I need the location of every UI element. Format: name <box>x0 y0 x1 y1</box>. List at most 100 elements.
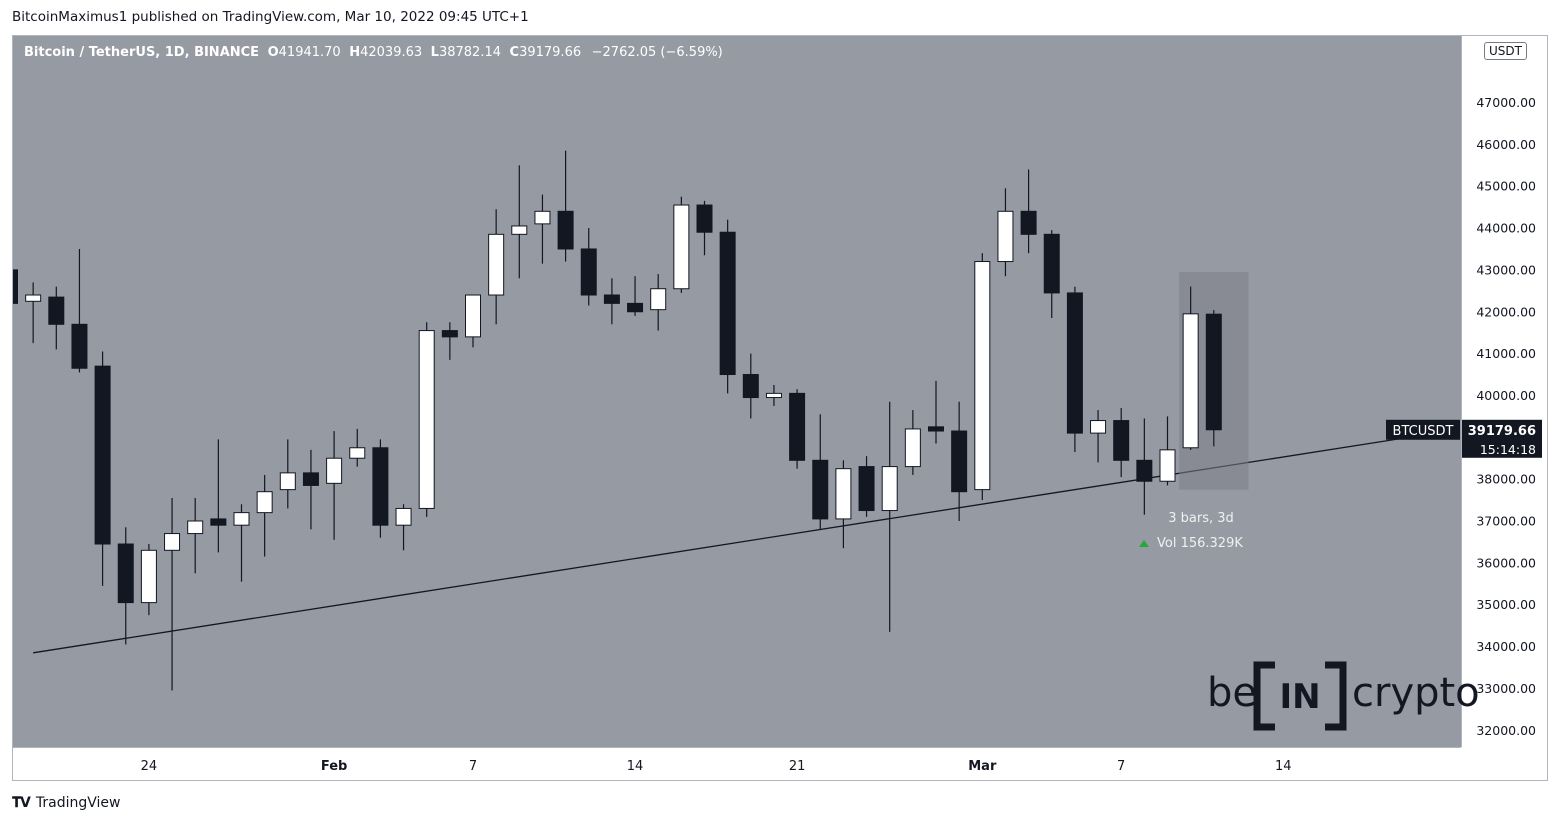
symbol-tag-label: BTCUSDT <box>1393 424 1454 439</box>
candle-body <box>279 472 296 491</box>
candle-body <box>1090 420 1107 434</box>
candle-body <box>13 269 18 304</box>
candle <box>349 428 366 467</box>
price-tick-label: 45000.00 <box>1476 179 1536 194</box>
candle <box>302 449 319 530</box>
candle-body <box>395 507 412 526</box>
symbol-legend[interactable]: Bitcoin / TetherUS, 1D, BINANCE O41941.7… <box>24 45 723 60</box>
candle <box>719 219 736 394</box>
candle-body <box>696 204 713 233</box>
candle <box>164 497 181 691</box>
currency-badge[interactable]: USDT <box>1484 42 1527 60</box>
candle-body <box>326 457 343 484</box>
candle-body <box>650 288 667 311</box>
time-axis[interactable] <box>13 747 1461 780</box>
footer-brand: TradingView <box>35 795 121 811</box>
candle-body <box>511 225 528 235</box>
candle-body <box>580 248 597 296</box>
price-axis[interactable] <box>1461 36 1547 747</box>
time-tick-label: 14 <box>627 759 644 774</box>
legend-close-label: C <box>509 45 520 60</box>
candle <box>1205 310 1222 447</box>
watermark-be: be <box>1207 670 1257 716</box>
candle-body <box>1205 313 1222 431</box>
legend-high-label: H <box>349 45 361 60</box>
countdown-label: 15:14:18 <box>1480 442 1536 457</box>
candle-body <box>1066 292 1083 434</box>
candle <box>928 380 944 444</box>
price-tag-layer: BTCUSDT 39179.66 15:14:18 <box>1386 419 1542 458</box>
candle-body <box>71 323 88 369</box>
candle-body <box>742 374 759 399</box>
price-tick-label: 42000.00 <box>1476 304 1536 319</box>
candle <box>94 351 111 586</box>
candle-body <box>256 491 273 514</box>
price-tick-label: 46000.00 <box>1476 137 1536 152</box>
candle-body <box>441 330 458 338</box>
price-tick-label: 44000.00 <box>1476 221 1536 236</box>
candle-body <box>812 459 829 520</box>
price-tick-label: 47000.00 <box>1476 95 1536 110</box>
candle <box>812 414 829 530</box>
candle-body <box>465 294 481 338</box>
candle-body <box>25 294 42 302</box>
candle-body <box>1159 449 1176 482</box>
price-tick-label: 43000.00 <box>1476 262 1536 277</box>
candle <box>696 200 713 256</box>
time-axis-labels: 724Feb71421Mar714 <box>141 759 1292 774</box>
candle <box>603 278 620 325</box>
candle <box>48 286 65 350</box>
candle-body <box>1113 420 1130 461</box>
legend-low-value: 38782.14 <box>438 45 501 60</box>
watermark-in: IN <box>1279 677 1320 717</box>
tradingview-footer[interactable]: 𝐓V TradingView <box>12 795 120 811</box>
candle <box>974 253 991 501</box>
last-price-label: 39179.66 <box>1468 424 1536 439</box>
candle <box>71 248 88 373</box>
candle-body <box>928 426 944 432</box>
candle <box>488 209 505 325</box>
candle-body <box>488 233 505 296</box>
candle-body <box>997 210 1014 263</box>
tradingview-logo-icon: 𝐓V <box>12 795 31 811</box>
beincrypto-watermark: be IN crypto <box>1207 660 1480 732</box>
chart-frame <box>12 35 1548 781</box>
candle <box>25 282 42 344</box>
time-tick-label: 14 <box>1275 759 1292 774</box>
legend-change: −2762.05 (−6.59%) <box>591 45 723 60</box>
legend-open-label: O <box>267 45 279 60</box>
candle <box>395 504 412 551</box>
candle <box>117 527 134 645</box>
price-tick-label: 34000.00 <box>1476 639 1536 654</box>
candle-body <box>187 520 204 535</box>
candle <box>418 322 435 517</box>
measure-volume-label: Vol 156.329K <box>1157 536 1243 551</box>
candle <box>441 322 458 360</box>
candle <box>1043 230 1060 319</box>
candle <box>140 544 157 616</box>
candle <box>858 456 875 517</box>
candle <box>210 439 227 553</box>
candle-body <box>117 543 134 604</box>
candle-body <box>858 466 875 512</box>
candle <box>1090 410 1107 463</box>
candle-body <box>765 392 782 399</box>
candle <box>13 269 18 304</box>
candle-body <box>673 204 690 290</box>
candle <box>742 353 759 419</box>
time-tick-label: Feb <box>321 759 347 774</box>
price-axis-labels: 32000.00 33000.00 34000.00 35000.00 36000.00… <box>1476 95 1536 738</box>
candle <box>904 410 921 475</box>
price-tick-label: 36000.00 <box>1476 555 1536 570</box>
candle <box>997 188 1014 277</box>
candle-body <box>974 261 991 491</box>
watermark-box-gap <box>1275 660 1325 732</box>
watermark-crypto: crypto <box>1352 670 1480 716</box>
candle-body <box>164 533 181 551</box>
candle-body <box>140 549 157 604</box>
candle-body <box>1182 313 1199 449</box>
symbol-tag <box>1386 419 1460 440</box>
candle-body <box>233 512 250 526</box>
candle <box>187 497 204 574</box>
price-tick-label: 38000.00 <box>1476 472 1536 487</box>
